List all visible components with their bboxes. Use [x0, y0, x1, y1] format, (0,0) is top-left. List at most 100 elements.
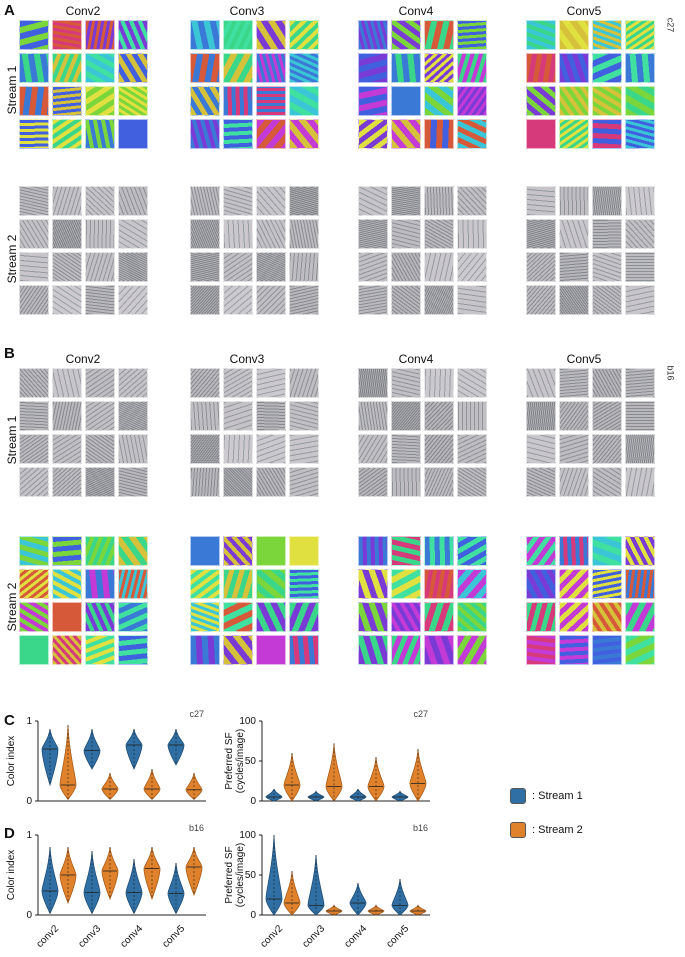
feature-tile: [256, 219, 286, 249]
y-axis-label-units: (cycles/image): [235, 729, 246, 793]
feature-tile: [85, 186, 115, 216]
feature-tile: [223, 536, 253, 566]
feature-tile: [559, 252, 589, 282]
panel-a-col-conv3: Conv3: [229, 4, 265, 18]
feature-tile: [19, 53, 49, 83]
feature-tile: [223, 467, 253, 497]
feature-tile: [52, 569, 82, 599]
feature-tile: [526, 635, 556, 665]
feature-tile: [289, 53, 319, 83]
feature-tile: [625, 434, 655, 464]
feature-tile: [625, 569, 655, 599]
panel-a-col-conv2: Conv2: [65, 4, 101, 18]
feature-tile: [256, 467, 286, 497]
feature-tile: [256, 635, 286, 665]
feature-tile: [19, 467, 49, 497]
feature-tile: [358, 602, 388, 632]
feature-tile: [223, 635, 253, 665]
feature-tile: [592, 20, 622, 50]
y-tick-label: 0: [26, 796, 32, 807]
panel-a-col-conv5: Conv5: [566, 4, 602, 18]
tile-grid: [358, 536, 487, 665]
legend-stream2: : Stream 2: [510, 822, 583, 838]
feature-tile: [526, 434, 556, 464]
feature-tile: [457, 86, 487, 116]
feature-tile: [52, 20, 82, 50]
feature-tile: [457, 401, 487, 431]
feature-tile: [19, 569, 49, 599]
feature-tile: [118, 219, 148, 249]
feature-tile: [52, 635, 82, 665]
feature-tile: [223, 219, 253, 249]
y-axis-label: Color index: [6, 736, 17, 787]
feature-tile: [223, 434, 253, 464]
feature-tile: [19, 20, 49, 50]
feature-tile: [118, 368, 148, 398]
feature-tile: [19, 536, 49, 566]
feature-tile: [19, 434, 49, 464]
feature-tile: [559, 186, 589, 216]
feature-tile: [256, 569, 286, 599]
feature-tile: [391, 186, 421, 216]
feature-tile: [52, 53, 82, 83]
feature-tile: [52, 86, 82, 116]
feature-tile: [256, 368, 286, 398]
feature-tile: [424, 401, 454, 431]
panel-a-row-stream1: Stream 1: [5, 65, 19, 115]
chart-model-tag: b16: [413, 823, 428, 833]
feature-tile: [358, 635, 388, 665]
feature-tile: [424, 186, 454, 216]
feature-tile: [223, 252, 253, 282]
violin-stream-2-conv4: [143, 768, 161, 800]
feature-tile: [559, 635, 589, 665]
tile-grid: [358, 186, 487, 315]
stream1-swatch: [510, 788, 526, 804]
feature-tile: [391, 219, 421, 249]
feature-tile: [559, 401, 589, 431]
feature-tile: [52, 285, 82, 315]
tile-grid: [19, 186, 148, 315]
feature-tile: [592, 86, 622, 116]
panel-letter-b: B: [4, 345, 15, 362]
feature-tile: [625, 119, 655, 149]
feature-tile: [289, 119, 319, 149]
feature-tile: [424, 536, 454, 566]
feature-tile: [358, 86, 388, 116]
feature-tile: [85, 20, 115, 50]
feature-tile: [52, 434, 82, 464]
feature-tile: [289, 86, 319, 116]
x-tick-label: conv3: [300, 923, 327, 950]
feature-tile: [19, 119, 49, 149]
tile-grid: [190, 368, 319, 497]
feature-tile: [559, 368, 589, 398]
feature-tile: [625, 602, 655, 632]
feature-tile: [424, 467, 454, 497]
feature-tile: [190, 285, 220, 315]
feature-tile: [289, 434, 319, 464]
feature-tile: [625, 368, 655, 398]
feature-tile: [118, 635, 148, 665]
tile-grid: [526, 368, 655, 497]
feature-tile: [526, 536, 556, 566]
feature-tile: [190, 186, 220, 216]
tile-grid: [526, 536, 655, 665]
feature-tile: [592, 569, 622, 599]
feature-tile: [526, 20, 556, 50]
feature-tile: [391, 602, 421, 632]
feature-tile: [559, 569, 589, 599]
feature-tile: [289, 285, 319, 315]
feature-tile: [625, 186, 655, 216]
feature-tile: [424, 635, 454, 665]
feature-tile: [592, 401, 622, 431]
feature-tile: [358, 401, 388, 431]
y-axis-label: Color index: [6, 850, 17, 901]
y-axis-label: Preferred SF: [224, 846, 235, 903]
feature-tile: [256, 53, 286, 83]
feature-tile: [358, 252, 388, 282]
feature-tile: [358, 53, 388, 83]
feature-tile: [625, 635, 655, 665]
feature-tile: [190, 20, 220, 50]
feature-tile: [457, 536, 487, 566]
feature-tile: [592, 285, 622, 315]
feature-tile: [526, 602, 556, 632]
